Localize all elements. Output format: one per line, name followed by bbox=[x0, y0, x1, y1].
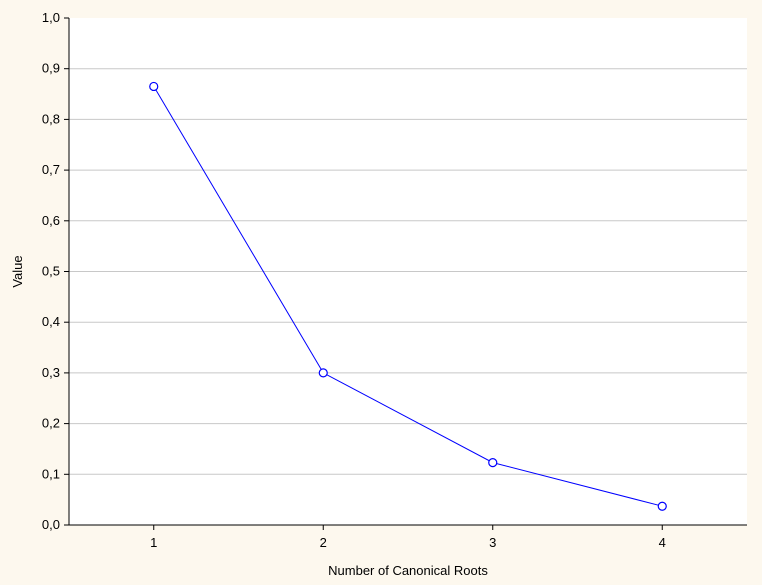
series-group bbox=[149, 81, 667, 511]
series-line bbox=[153, 86, 663, 507]
axes bbox=[64, 17, 747, 530]
tick-labels: 0,0 0,1 0,2 0,3 0,4 0,5 0,6 0,7 0,8 0,9 1,0 1 2 3 4 bbox=[42, 10, 666, 550]
y-tick-label: 0,3 bbox=[42, 365, 60, 380]
y-axis-label: Value bbox=[10, 255, 25, 287]
y-tick-label: 0,5 bbox=[42, 264, 60, 279]
x-tick-label: 1 bbox=[150, 535, 157, 550]
data-point bbox=[318, 368, 328, 378]
data-point bbox=[657, 501, 667, 511]
y-tick-label: 1,0 bbox=[42, 10, 60, 25]
gridlines bbox=[69, 68, 747, 475]
data-point bbox=[149, 81, 159, 92]
y-tick-label: 0,0 bbox=[42, 517, 60, 532]
x-axis-label: Number of Canonical Roots bbox=[328, 563, 488, 578]
x-tick-label: 2 bbox=[320, 535, 327, 550]
y-tick-label: 0,7 bbox=[42, 162, 60, 177]
x-tick-label: 3 bbox=[489, 535, 496, 550]
y-tick-label: 0,1 bbox=[42, 466, 60, 481]
y-tick-label: 0,8 bbox=[42, 111, 60, 126]
y-tick-label: 0,9 bbox=[42, 61, 60, 76]
data-point bbox=[488, 458, 498, 468]
y-tick-label: 0,2 bbox=[42, 416, 60, 431]
y-tick-label: 0,6 bbox=[42, 213, 60, 228]
y-tick-label: 0,4 bbox=[42, 314, 60, 329]
x-tick-label: 4 bbox=[659, 535, 666, 550]
